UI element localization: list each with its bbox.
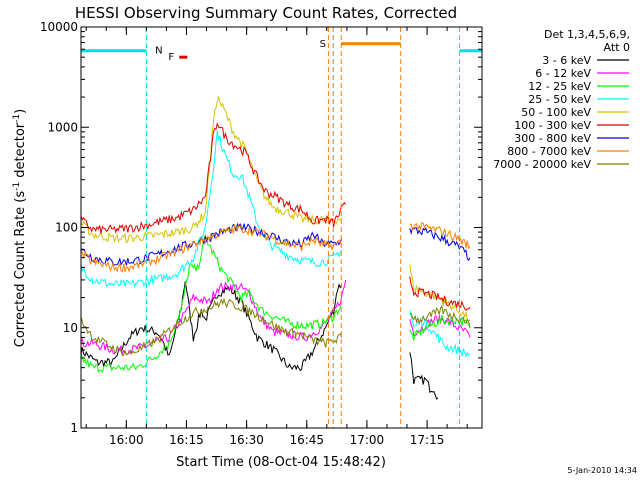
- legend-title-1: Att 0: [604, 41, 630, 54]
- x-axis-label: Start Time (08-Oct-04 15:48:42): [176, 455, 386, 470]
- series-8-trace-0: [80, 297, 343, 357]
- series-2-trace-0: [80, 233, 343, 373]
- flag-label-S: S: [320, 39, 326, 50]
- series-0-trace-0: [80, 281, 343, 372]
- y-tick-label-1: 10: [63, 321, 78, 335]
- series-7-trace-0: [80, 223, 343, 273]
- flag-label-F: F: [168, 52, 174, 63]
- y-tick-label-3: 1000: [47, 120, 78, 134]
- legend-label-4: 50 - 100 keV: [521, 106, 591, 119]
- timestamp: 5-Jan-2010 14:34: [567, 466, 637, 475]
- legend-label-1: 6 - 12 keV: [535, 67, 591, 80]
- x-tick-label-4: 17:00: [350, 433, 385, 447]
- x-tick-label-3: 16:45: [289, 433, 324, 447]
- legend-label-0: 3 - 6 keV: [542, 54, 591, 67]
- legend-label-6: 300 - 800 keV: [514, 132, 591, 145]
- legend-label-5: 100 - 300 keV: [514, 119, 591, 132]
- y-axis: 1 10 100 1000 10000: [40, 20, 482, 435]
- series-8-trace-1: [409, 304, 471, 328]
- y-axis-label: Corrected Count Rate (s-1 detector-1): [12, 109, 28, 347]
- legend-label-2: 12 - 25 keV: [528, 80, 591, 93]
- x-axis: 16:00 16:15 16:30 16:45 17:00 17:15: [85, 27, 468, 447]
- chart-title: HESSI Observing Summary Count Rates, Cor…: [75, 4, 457, 22]
- legend-label-3: 25 - 50 keV: [528, 93, 591, 106]
- series-4-trace-0: [80, 94, 343, 244]
- plot-area: NF S: [80, 27, 482, 428]
- flag-label-N: N: [155, 46, 162, 57]
- series-3-trace-0: [80, 130, 343, 288]
- x-tick-label-0: 16:00: [109, 433, 144, 447]
- legend-label-8: 7000 - 20000 keV: [493, 158, 591, 171]
- legend-title-0: Det 1,3,4,5,6,9,: [544, 28, 630, 41]
- legend-label-7: 800 - 7000 keV: [507, 145, 591, 158]
- y-tick-label-0: 1: [70, 421, 78, 435]
- series-5-trace-0: [80, 122, 347, 235]
- x-tick-label-1: 16:15: [169, 433, 204, 447]
- x-tick-label-2: 16:30: [229, 433, 264, 447]
- series-0-trace-1: [409, 352, 439, 400]
- y-tick-label-4: 10000: [40, 20, 78, 34]
- x-tick-label-5: 17:15: [410, 433, 445, 447]
- y-tick-label-2: 100: [55, 221, 78, 235]
